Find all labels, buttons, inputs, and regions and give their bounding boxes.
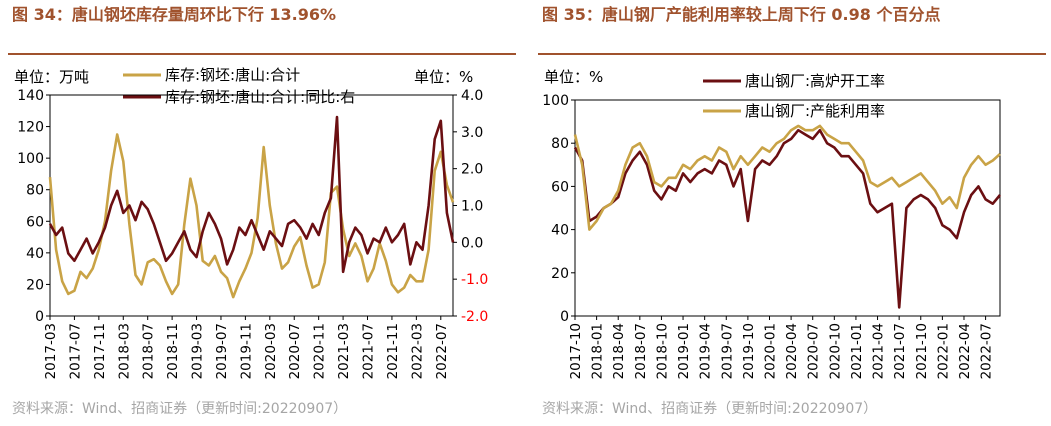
x-tick-label: 2019-03 — [190, 323, 206, 379]
figure-34-title: 图 34：唐山钢坯库存量周环比下行 13.96% — [12, 5, 337, 24]
figure-35-panel: 图 35：唐山钢厂产能利用率较上周下行 0.98 个百分点 0 20 40 60 80 1… — [538, 0, 1048, 426]
figure-34-title-rule — [8, 53, 516, 55]
x-tick-label: 2019-01 — [676, 323, 692, 379]
figure-34-panel: 图 34：唐山钢坯库存量周环比下行 13.96% 0 20 40 60 80 100 120… — [8, 0, 518, 426]
series-line-2 — [48, 115, 455, 274]
y-tick-label: 80 — [26, 183, 44, 199]
y2-tick-label: -2.0 — [461, 309, 488, 325]
x-tick-label: 2019-07 — [719, 323, 735, 379]
y2-unit-label: 单位：% — [414, 68, 473, 86]
y-tick-label: 0 — [35, 309, 44, 325]
x-tick-label: 2017-10 — [568, 323, 584, 379]
y2-tick-label: 3.0 — [461, 125, 483, 141]
x-tick-label: 2020-01 — [762, 323, 778, 379]
x-tick-label: 2022-07 — [434, 323, 450, 379]
figure-35-title: 图 35：唐山钢厂产能利用率较上周下行 0.98 个百分点 — [542, 5, 941, 24]
x-tick-label: 2022-03 — [409, 323, 425, 379]
x-tick-label: 2020-10 — [827, 323, 843, 379]
y-tick-label: 0 — [560, 309, 569, 325]
x-tick-label: 2017-03 — [43, 323, 59, 379]
x-tick-label: 2018-03 — [116, 323, 132, 379]
x-tick-label: 2017-11 — [92, 323, 108, 379]
x-tick-label: 2021-01 — [849, 323, 865, 379]
series-line-1 — [48, 133, 455, 299]
y-unit-label: 单位：% — [544, 68, 603, 86]
y-tick-label: 20 — [551, 266, 569, 282]
y2-tick-label: -1.0 — [461, 272, 488, 288]
x-tick-label: 2019-07 — [214, 323, 230, 379]
x-tick-label: 2018-07 — [141, 323, 157, 379]
x-tick-label: 2019-10 — [741, 323, 757, 379]
legend-label-2: 库存:钢坯:唐山:合计:同比:右 — [165, 88, 355, 106]
x-tick-label: 2021-07 — [892, 323, 908, 379]
y-tick-label: 40 — [26, 246, 44, 262]
y-tick-label: 80 — [551, 136, 569, 152]
x-tick-label: 2020-07 — [806, 323, 822, 379]
figure-34-source: 资料来源：Wind、招商证券（更新时间:20220907） — [12, 401, 348, 417]
x-tick-label: 2020-03 — [263, 323, 279, 379]
y-tick-label: 20 — [26, 277, 44, 293]
figure-35-title-rule — [538, 53, 1046, 55]
x-tick-label: 2021-04 — [871, 323, 887, 379]
x-tick-label: 2022-04 — [957, 323, 973, 379]
x-tick-label: 2018-01 — [590, 323, 606, 379]
x-tick-label: 2021-07 — [361, 323, 377, 379]
y-unit-label: 单位：万吨 — [14, 68, 89, 86]
x-tick-label: 2022-01 — [935, 323, 951, 379]
y2-tick-label: 4.0 — [461, 88, 483, 104]
x-tick-label: 2020-07 — [287, 323, 303, 379]
y-tick-label: 100 — [17, 151, 44, 167]
x-tick-label: 2018-10 — [654, 323, 670, 379]
x-tick-label: 2018-11 — [165, 323, 181, 379]
x-tick-label: 2020-04 — [784, 323, 800, 379]
y2-tick-label: 1.0 — [461, 199, 483, 215]
y-tick-label: 60 — [551, 179, 569, 195]
x-tick-label: 2021-03 — [336, 323, 352, 379]
y2-tick-label: 0.0 — [461, 235, 483, 251]
legend-label-1: 库存:钢坯:唐山:合计 — [165, 66, 300, 84]
x-tick-label: 2018-07 — [633, 323, 649, 379]
y-tick-label: 140 — [17, 88, 44, 104]
plot-frame — [574, 99, 1001, 317]
legend-label-2: 唐山钢厂:产能利用率 — [745, 102, 885, 120]
series-line-1 — [573, 128, 1002, 309]
x-tick-label: 2020-11 — [312, 323, 328, 379]
y2-tick-label: 2.0 — [461, 162, 483, 178]
x-tick-label: 2021-10 — [914, 323, 930, 379]
x-tick-label: 2022-07 — [979, 323, 995, 379]
figure-35-chart: 0 20 40 60 80 100 2017-10 2018-01 2018-04 2018-07… — [542, 68, 1002, 379]
y-tick-label: 100 — [542, 93, 569, 109]
x-tick-label: 2017-07 — [67, 323, 83, 379]
series-line-2 — [573, 124, 1001, 231]
y-tick-label: 60 — [26, 214, 44, 230]
legend-label-1: 唐山钢厂:高炉开工率 — [745, 72, 885, 90]
figure-34-chart: 0 20 40 60 80 100 120 140 -2.0 -1.0 0.0 1.0 2.0 3.0 4.… — [14, 66, 488, 379]
figure-35-source: 资料来源：Wind、招商证券（更新时间:20220907） — [542, 401, 878, 417]
y-tick-label: 40 — [551, 223, 569, 239]
x-tick-label: 2018-04 — [611, 323, 627, 379]
y-tick-label: 120 — [17, 120, 44, 136]
x-tick-label: 2021-11 — [385, 323, 401, 379]
x-tick-label: 2019-11 — [238, 323, 254, 379]
x-tick-label: 2019-04 — [698, 323, 714, 379]
